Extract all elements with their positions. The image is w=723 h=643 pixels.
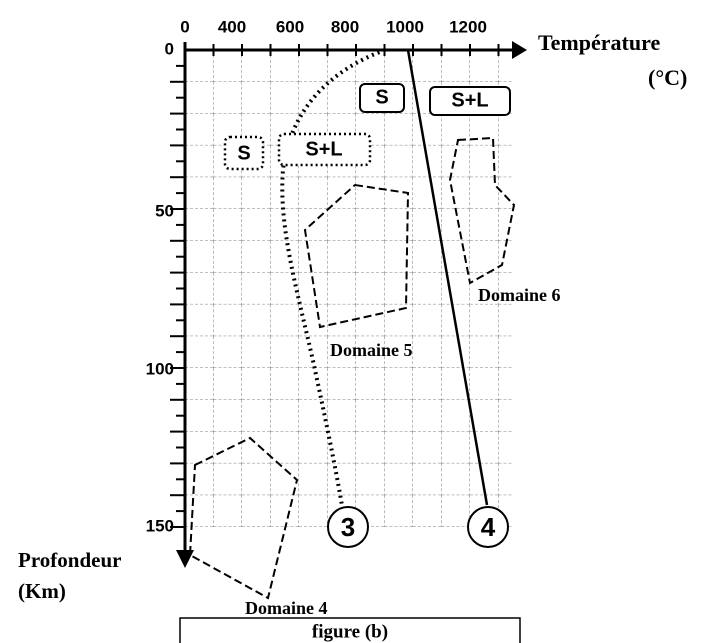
domain-label: Domaine 4	[245, 598, 328, 618]
box-s	[359, 83, 405, 113]
label: S+L	[305, 138, 342, 160]
y-tick-label: 0	[165, 39, 174, 58]
caption-box	[179, 617, 521, 643]
domain-4-shape	[188, 436, 299, 600]
curve-3-circle	[327, 506, 369, 548]
box-sl-dotted	[277, 132, 372, 167]
curve-4-circle	[467, 506, 509, 548]
caption: figure (b)	[312, 621, 388, 642]
x-tick-label: 1200	[449, 17, 487, 36]
y-title: Profondeur	[18, 548, 121, 572]
x-tick-label: 800	[331, 17, 359, 36]
box-s-dotted	[223, 135, 265, 171]
label: S	[237, 142, 250, 164]
y-tick-label: 100	[146, 359, 174, 378]
curve-label: 3	[341, 512, 355, 542]
y-arrow	[176, 550, 194, 568]
x-arrow	[512, 41, 527, 59]
domain-6-shape	[448, 136, 516, 285]
curve-label: 4	[481, 512, 496, 542]
domain-label: Domaine 6	[478, 285, 561, 305]
y-tick-label: 150	[146, 516, 174, 535]
x-tick-label: 600	[276, 17, 304, 36]
curve-4	[406, 49, 489, 506]
box-sl	[429, 86, 511, 116]
label: S+L	[451, 89, 488, 111]
x-tick-label: 0	[180, 17, 189, 36]
x-tick-label: 1000	[386, 17, 424, 36]
domain-5-shape	[303, 183, 410, 329]
x-title: Température	[538, 30, 660, 55]
x-unit: (°C)	[648, 65, 687, 90]
domain-label: Domaine 5	[330, 340, 413, 360]
label: S	[375, 86, 388, 108]
grid	[185, 50, 513, 527]
y-tick-label: 50	[155, 201, 174, 220]
y-unit: (Km)	[18, 579, 66, 603]
x-tick-label: 400	[218, 17, 246, 36]
